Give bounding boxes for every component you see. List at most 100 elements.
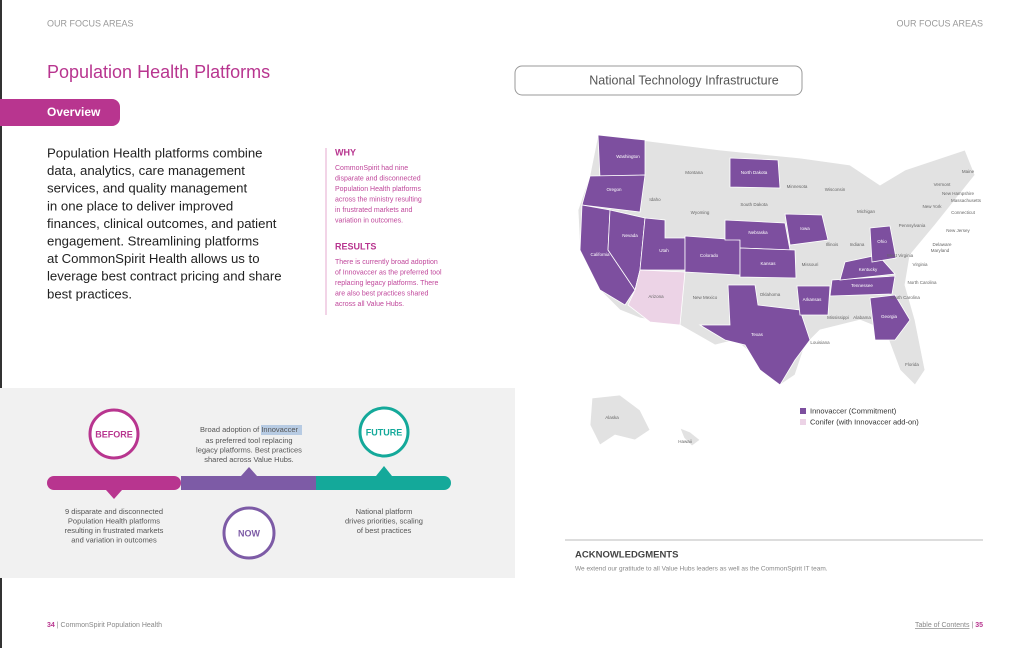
state-label: Louisiana — [810, 340, 830, 345]
page-number: 34 — [47, 622, 55, 629]
legend-label: Conifer (with Innovaccer add-on) — [810, 417, 919, 426]
body-text: Population Health platforms combine data,… — [47, 145, 282, 301]
ack-text: We extend our gratitude to all Value Hub… — [575, 566, 828, 573]
future-note: of best practices — [357, 526, 412, 535]
before-note: 9 disparate and disconnected — [65, 507, 163, 516]
before-note: Population Health platforms — [68, 516, 160, 525]
why-line: in frustrated markets and — [335, 207, 413, 214]
state — [581, 174, 646, 213]
state-label: Idaho — [649, 197, 661, 202]
state-label: Massachusetts — [951, 198, 982, 203]
body-line: finances, clinical outcomes, and patient — [47, 216, 277, 231]
future-label: FUTURE — [366, 427, 403, 437]
now-lead-text: Broad adoption of — [200, 425, 260, 434]
state-label: North Carolina — [907, 280, 937, 285]
body-line: leverage best contract pricing and share — [47, 269, 282, 284]
future-note: National platform — [356, 507, 413, 516]
state — [729, 157, 781, 189]
now-note: as preferred tool replacing — [205, 436, 292, 445]
map-title-box — [514, 65, 803, 96]
state-label: Oklahoma — [760, 292, 781, 297]
state-label: Vermont — [934, 182, 952, 187]
legend-label: Innovaccer (Commitment) — [810, 406, 897, 415]
toc-link[interactable]: Table of Contents — [915, 622, 970, 629]
map — [577, 134, 976, 447]
body-line: Population Health platforms combine — [47, 145, 263, 160]
future-circle — [358, 406, 410, 458]
body-line: best practices. — [47, 286, 132, 301]
tab — [0, 99, 120, 126]
why-line: disparate and disconnected — [335, 175, 421, 182]
state-label: New Jersey — [946, 228, 970, 233]
legend-swatch — [800, 419, 806, 425]
state-label: Oregon — [606, 187, 622, 192]
state-label: California — [590, 252, 610, 257]
state — [829, 275, 896, 297]
bar-before — [47, 476, 181, 490]
why-heading: WHY — [335, 147, 356, 157]
state — [739, 247, 797, 279]
tab-label: Overview — [47, 105, 101, 119]
state-label: Utah — [659, 248, 669, 253]
state-label: Hawaii — [678, 439, 692, 444]
state-label: West Virginia — [887, 253, 914, 258]
now-note: shared across Value Hubs. — [204, 455, 294, 464]
results-line: replacing legacy platforms. There — [335, 280, 438, 287]
state-label: Wisconsin — [825, 187, 846, 192]
state-label: Connecticut — [951, 210, 976, 215]
state-label: Illinois — [826, 242, 839, 247]
pointer — [376, 466, 392, 476]
body-line: engagement. Streamlining platforms — [47, 233, 259, 248]
page-number: 35 — [975, 622, 983, 629]
state-label: Arkansas — [803, 297, 823, 302]
pointer — [106, 490, 122, 499]
state-label: Missouri — [802, 262, 819, 267]
legend-swatch — [800, 408, 806, 414]
why-line: across the ministry resulting — [335, 196, 422, 203]
before-note: and variation in outcomes — [71, 535, 157, 544]
state-label: Alaska — [605, 415, 619, 420]
results-line: are also best practices shared — [335, 290, 428, 297]
state-label: Arizona — [648, 294, 664, 299]
state-label: Virginia — [913, 262, 928, 267]
state-label: New Hampshire — [942, 191, 975, 196]
state — [784, 213, 829, 246]
body-line: at CommonSpirit Health allows us to — [47, 251, 260, 266]
before-note: resulting in frustrated markets — [65, 526, 164, 535]
state-label: Georgia — [881, 314, 898, 319]
state-label: Michigan — [857, 209, 876, 214]
state-label: Kansas — [760, 261, 776, 266]
legend: Innovaccer (Commitment) Conifer (with Inn… — [800, 406, 919, 426]
results-heading: RESULTS — [335, 241, 376, 251]
now-note: legacy platforms. Best practices — [196, 445, 302, 454]
state — [869, 294, 911, 341]
state-label: Minnesota — [787, 184, 808, 189]
state-label: Tennessee — [851, 283, 873, 288]
future-note: drives priorities, scaling — [345, 516, 423, 525]
state-label: Kentucky — [859, 267, 878, 272]
state-label: Washington — [616, 154, 640, 159]
state-label: New Mexico — [693, 295, 718, 300]
why-line: variation in outcomes. — [335, 217, 403, 224]
state — [698, 284, 811, 386]
ack-heading: ACKNOWLEDGMENTS — [575, 550, 678, 561]
state-label: Delaware — [932, 242, 952, 247]
state-label: Florida — [905, 362, 919, 367]
before-label: BEFORE — [95, 429, 133, 439]
state-label: Montana — [685, 170, 703, 175]
now-circle — [222, 506, 276, 560]
footer-name: CommonSpirit Population Health — [61, 622, 163, 629]
now-highlight: Innovaccer — [261, 425, 298, 434]
section-label: OUR FOCUS AREAS — [896, 18, 983, 28]
body-line: data, analytics, care management — [47, 163, 245, 178]
state-label: Nebraska — [748, 230, 768, 235]
state-label: Ohio — [877, 239, 887, 244]
state-label: Pennsylvania — [899, 223, 926, 228]
why-line: CommonSpirit had nine — [335, 165, 408, 172]
why-line: Population Health platforms — [335, 186, 421, 193]
state-label: Texas — [751, 332, 764, 337]
body-line: services, and quality management — [47, 181, 247, 196]
state-label: Maine — [962, 169, 975, 174]
hawaii — [679, 427, 701, 447]
